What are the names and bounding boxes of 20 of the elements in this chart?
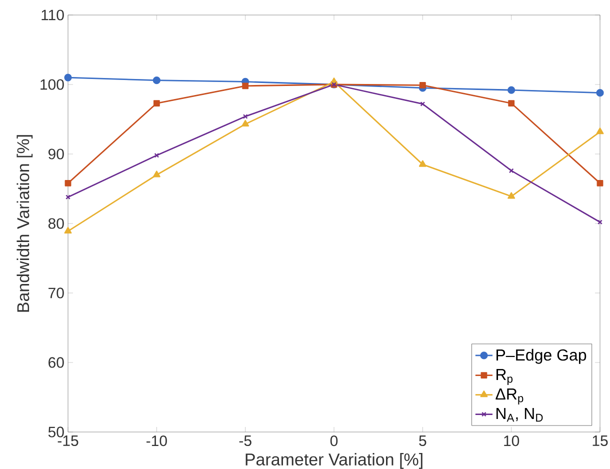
- x-axis-title: Parameter Variation [%]: [246, 453, 422, 469]
- x-tick-label: -10: [146, 436, 167, 446]
- x-tick-label: 10: [504, 436, 520, 446]
- x-tick-label: -5: [239, 436, 252, 446]
- x-tick-label: 5: [419, 436, 426, 446]
- legend-label: ΔR$_{p}$: [496, 388, 524, 404]
- legend-label: P–Edge Gap: [496, 348, 586, 364]
- y-tick-label: 110: [42, 10, 64, 20]
- y-tick-label: 60: [48, 357, 64, 368]
- x-tick-label: 0: [330, 436, 338, 446]
- x-tick-label: 15: [592, 436, 608, 446]
- y-tick-label: 100: [40, 79, 64, 90]
- legend-label: N$_{A}$, N$_{D}$: [496, 408, 543, 422]
- y-axis-title: Bandwidth Variation [%]: [16, 135, 33, 312]
- legend-label: R$_{p}$: [496, 369, 513, 385]
- y-tick-label: 90: [48, 148, 64, 160]
- y-tick-label: 50: [48, 426, 64, 438]
- x-tick-label: -15: [58, 436, 78, 446]
- y-tick-label: 80: [48, 218, 64, 229]
- y-tick-label: 70: [48, 288, 64, 298]
